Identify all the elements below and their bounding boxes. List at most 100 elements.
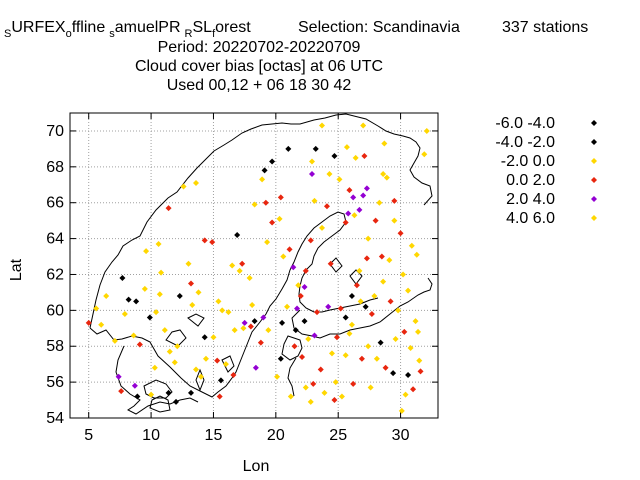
station-marker xyxy=(158,269,165,276)
station-marker xyxy=(251,318,258,325)
station-marker xyxy=(285,145,292,152)
station-marker xyxy=(336,176,343,183)
station-marker xyxy=(391,197,398,204)
station-marker xyxy=(401,328,408,335)
station-marker xyxy=(307,398,314,405)
station-marker xyxy=(400,271,407,278)
station-marker xyxy=(360,192,367,199)
legend-marker xyxy=(591,158,597,164)
station-marker xyxy=(277,355,284,362)
station-marker xyxy=(292,327,299,334)
station-marker xyxy=(326,171,333,177)
station-marker xyxy=(133,298,140,305)
station-marker xyxy=(402,391,409,398)
station-marker xyxy=(350,380,357,387)
station-marker xyxy=(249,301,256,308)
station-marker xyxy=(234,232,241,238)
station-marker xyxy=(265,327,272,334)
tick-label-x: 25 xyxy=(329,427,347,444)
station-marker xyxy=(371,293,378,299)
station-marker xyxy=(386,257,393,264)
tick-label-y: 56 xyxy=(46,374,64,391)
station-marker xyxy=(382,364,389,371)
station-marker xyxy=(312,145,319,152)
station-marker xyxy=(294,305,301,312)
station-marker xyxy=(342,352,349,359)
station-marker xyxy=(277,194,284,201)
station-marker xyxy=(141,285,148,292)
station-marker xyxy=(405,287,412,294)
station-marker xyxy=(259,176,266,183)
station-marker xyxy=(357,298,364,305)
station-marker xyxy=(397,230,404,237)
station-marker xyxy=(321,389,328,396)
station-marker xyxy=(361,153,368,160)
station-markers xyxy=(85,122,430,414)
legend-label: 4.0 6.0 xyxy=(506,210,555,227)
station-marker xyxy=(251,201,258,208)
station-marker xyxy=(217,377,224,384)
station-marker xyxy=(331,397,338,404)
station-marker xyxy=(287,393,294,400)
station-marker xyxy=(252,364,259,371)
station-marker xyxy=(356,267,363,274)
station-marker xyxy=(365,343,372,350)
title-line-1: SURFEXoffline samuelPR RSLforest Selection:… xyxy=(4,19,588,40)
station-marker xyxy=(180,183,187,190)
station-marker xyxy=(380,171,387,177)
station-marker xyxy=(423,127,430,134)
station-marker xyxy=(391,217,398,224)
station-marker xyxy=(188,280,195,287)
tick-label-x: 15 xyxy=(205,427,223,444)
station-marker xyxy=(201,334,208,341)
tick-label-y: 60 xyxy=(46,302,64,319)
tick-label-y: 58 xyxy=(46,338,64,355)
station-marker xyxy=(165,205,172,212)
station-marker xyxy=(338,393,345,400)
station-marker xyxy=(392,336,399,343)
tick-label-y: 68 xyxy=(46,159,64,176)
station-marker xyxy=(143,248,150,255)
station-marker xyxy=(390,370,397,377)
title-line-3: Cloud cover bias [octas] at 06 UTC xyxy=(135,58,383,75)
station-marker xyxy=(362,303,369,310)
station-marker xyxy=(197,373,204,380)
axis-ticks: 5 10 15 20 25 30 54 56 58 60 62 64 66 68 70 xyxy=(46,113,438,444)
station-marker xyxy=(165,389,172,396)
station-marker xyxy=(365,235,372,242)
station-marker xyxy=(309,171,316,177)
title-line-4: Used 00,12 + 06 18 30 42 xyxy=(167,77,352,94)
station-marker xyxy=(415,328,422,335)
station-marker xyxy=(146,314,153,321)
station-marker xyxy=(410,386,417,393)
tick-label-x: 5 xyxy=(84,427,93,444)
station-marker xyxy=(201,237,208,244)
tick-label-y: 70 xyxy=(46,123,64,140)
station-marker xyxy=(342,314,349,321)
station-marker xyxy=(417,368,424,375)
legend-marker xyxy=(591,196,597,202)
station-marker xyxy=(398,407,405,414)
station-marker xyxy=(111,337,118,344)
coastline xyxy=(89,113,433,415)
station-marker xyxy=(333,334,340,341)
station-marker xyxy=(261,167,268,174)
station-marker xyxy=(346,330,353,337)
station-marker xyxy=(98,321,105,328)
station-marker xyxy=(257,339,264,346)
station-marker xyxy=(301,318,308,325)
station-marker xyxy=(351,212,358,219)
station-marker xyxy=(310,380,317,387)
station-marker xyxy=(353,282,360,289)
legend-marker xyxy=(591,177,597,183)
station-marker xyxy=(342,219,349,226)
tick-label-y: 62 xyxy=(46,266,64,283)
map-title: SURFEXoffline samuelPR RSLforest Selection:… xyxy=(4,19,588,94)
station-marker xyxy=(131,382,138,389)
station-marker xyxy=(421,151,428,158)
legend-label: -6.0 -4.0 xyxy=(495,115,555,132)
station-marker xyxy=(318,224,325,231)
station-marker xyxy=(356,206,363,213)
station-marker xyxy=(290,264,297,271)
station-marker xyxy=(136,341,143,348)
